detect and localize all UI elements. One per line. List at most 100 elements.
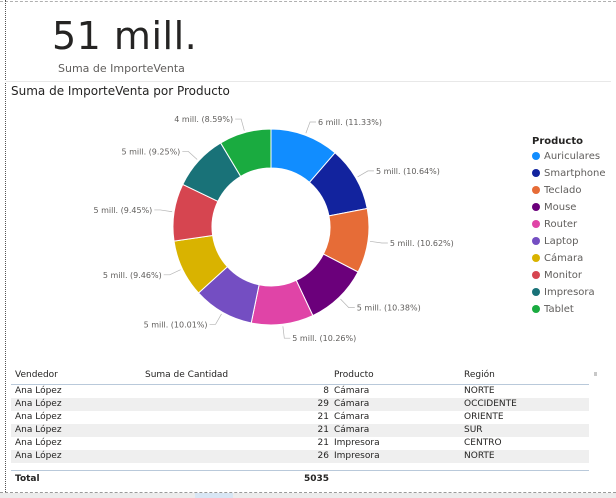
header-vendedor[interactable]: Vendedor — [15, 370, 58, 380]
total-label: Total — [15, 474, 40, 484]
legend-label: Router — [544, 219, 578, 230]
legend-item-tablet[interactable]: Tablet — [532, 303, 574, 317]
legend-item-router[interactable]: Router — [532, 218, 577, 232]
label-leader-line — [182, 151, 198, 160]
legend-color-dot — [532, 237, 540, 245]
chart-divider — [5, 81, 611, 82]
cell-vendedor: Ana López — [15, 386, 62, 396]
visual-border-bottom — [0, 492, 616, 493]
legend-label: Smartphone — [544, 168, 606, 179]
label-leader-line — [357, 170, 374, 178]
kpi-card-value: 51 mill. — [52, 14, 198, 58]
legend-label: Laptop — [544, 236, 579, 247]
cell-cantidad: 26 — [317, 451, 329, 461]
legend-color-dot — [532, 152, 540, 160]
legend-item-monitor[interactable]: Monitor — [532, 269, 582, 283]
cell-cantidad: 29 — [317, 399, 329, 409]
legend-item-mouse[interactable]: Mouse — [532, 201, 576, 215]
legend-color-dot — [532, 254, 540, 262]
table-scrollbar[interactable] — [594, 372, 597, 376]
legend-label: Cámara — [544, 253, 584, 264]
legend-color-dot — [532, 305, 540, 313]
legend-color-dot — [532, 186, 540, 194]
legend-item-impresora[interactable]: Impresora — [532, 286, 595, 300]
label-leader-line — [282, 326, 291, 339]
selected-page-tab[interactable] — [195, 493, 233, 498]
legend-title: Producto — [532, 136, 583, 147]
label-leader-line — [340, 298, 355, 308]
data-label: 5 mill. (10.38%) — [357, 304, 421, 313]
header-producto[interactable]: Producto — [334, 370, 374, 380]
data-label: 4 mill. (8.59%) — [174, 115, 233, 124]
table-row[interactable]: Ana López 8 Cámara NORTE — [11, 385, 589, 398]
label-leader-line — [154, 209, 173, 213]
legend-color-dot — [532, 220, 540, 228]
legend-label: Auriculares — [544, 151, 601, 162]
cell-cantidad: 8 — [323, 386, 329, 396]
table-total-row: Total 5035 — [11, 474, 589, 487]
legend-color-dot — [532, 169, 540, 177]
header-cantidad[interactable]: Suma de Cantidad — [145, 370, 229, 380]
legend-color-dot — [532, 288, 540, 296]
label-leader-line — [305, 121, 317, 134]
legend-label: Monitor — [544, 270, 583, 281]
label-leader-line — [235, 118, 245, 131]
cell-producto: Cámara — [334, 412, 370, 422]
cell-producto: Cámara — [334, 425, 370, 435]
label-leader-line — [209, 313, 222, 325]
data-label: 5 mill. (10.26%) — [292, 334, 356, 343]
data-label: 5 mill. (9.46%) — [103, 271, 162, 280]
data-label: 5 mill. (10.01%) — [144, 320, 208, 329]
cell-cantidad: 21 — [317, 425, 329, 435]
legend-item-auriculares[interactable]: Auriculares — [532, 150, 600, 164]
legend-label: Tablet — [544, 304, 574, 315]
data-label: 5 mill. (10.64%) — [376, 167, 440, 176]
cell-vendedor: Ana López — [15, 412, 62, 422]
donut-slice-tablet[interactable] — [219, 128, 272, 178]
table-header: Vendedor Suma de Cantidad Producto Regió… — [11, 366, 589, 385]
table-row[interactable]: Ana López 21 Cámara ORIENTE — [11, 411, 589, 424]
legend-item-cámara[interactable]: Cámara — [532, 252, 583, 266]
cell-vendedor: Ana López — [15, 451, 62, 461]
cell-cantidad: 21 — [317, 438, 329, 448]
legend-label: Teclado — [544, 185, 582, 196]
cell-vendedor: Ana López — [15, 399, 62, 409]
data-label: 5 mill. (9.45%) — [93, 206, 152, 215]
cell-producto: Cámara — [334, 399, 370, 409]
cell-region: NORTE — [464, 386, 495, 396]
chart-title: Suma de ImporteVenta por Producto — [11, 84, 230, 98]
cell-producto: Impresora — [334, 451, 380, 461]
visual-border-left — [5, 0, 6, 492]
total-value: 5035 — [303, 474, 329, 484]
page-tab-strip — [0, 493, 616, 498]
legend-item-smartphone[interactable]: Smartphone — [532, 167, 606, 181]
cell-vendedor: Ana López — [15, 425, 62, 435]
data-label: 6 mill. (11.33%) — [318, 118, 382, 127]
kpi-card-label: Suma de ImporteVenta — [58, 62, 185, 75]
cell-producto: Impresora — [334, 438, 380, 448]
label-leader-line — [369, 240, 388, 244]
legend-label: Impresora — [544, 287, 595, 298]
cell-region: NORTE — [464, 451, 495, 461]
data-label: 5 mill. (9.25%) — [121, 147, 180, 156]
total-divider — [11, 470, 589, 471]
table-row[interactable]: Ana López 21 Cámara SUR — [11, 424, 589, 437]
legend-color-dot — [532, 271, 540, 279]
cell-producto: Cámara — [334, 386, 370, 396]
cell-cantidad: 21 — [317, 412, 329, 422]
label-leader-line — [163, 269, 181, 276]
table-row[interactable]: Ana López 26 Impresora NORTE — [11, 450, 589, 463]
cell-region: SUR — [464, 425, 483, 435]
legend-item-laptop[interactable]: Laptop — [532, 235, 578, 249]
legend-label: Mouse — [544, 202, 577, 213]
visual-border-top — [0, 1, 616, 2]
header-region[interactable]: Región — [464, 370, 495, 380]
table-row[interactable]: Ana López 21 Impresora CENTRO — [11, 437, 589, 450]
cell-region: OCCIDENTE — [464, 399, 517, 409]
legend-item-teclado[interactable]: Teclado — [532, 184, 581, 198]
table-row[interactable]: Ana López 29 Cámara OCCIDENTE — [11, 398, 589, 411]
cell-region: ORIENTE — [464, 412, 504, 422]
cell-vendedor: Ana López — [15, 438, 62, 448]
cell-region: CENTRO — [464, 438, 502, 448]
